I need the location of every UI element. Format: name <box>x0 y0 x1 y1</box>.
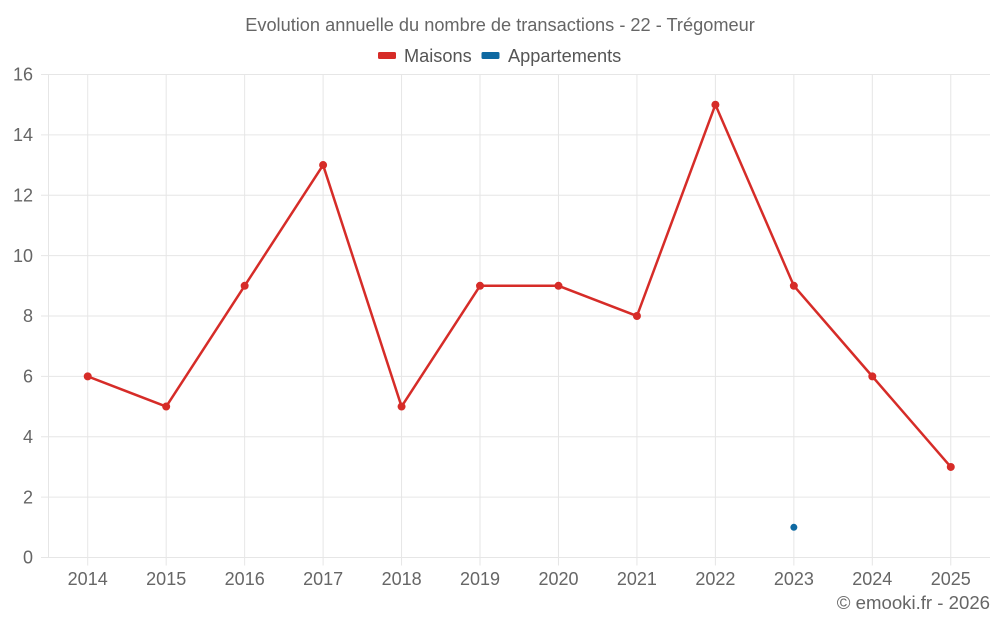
svg-text:2023: 2023 <box>774 569 814 589</box>
svg-text:6: 6 <box>23 367 33 387</box>
svg-text:Appartements: Appartements <box>508 46 621 66</box>
svg-text:2022: 2022 <box>695 569 735 589</box>
svg-text:2014: 2014 <box>68 569 108 589</box>
svg-text:2015: 2015 <box>146 569 186 589</box>
svg-text:8: 8 <box>23 306 33 326</box>
svg-text:Maisons: Maisons <box>404 46 472 66</box>
svg-text:Evolution annuelle du nombre d: Evolution annuelle du nombre de transact… <box>245 15 755 35</box>
svg-text:2016: 2016 <box>225 569 265 589</box>
svg-text:2019: 2019 <box>460 569 500 589</box>
svg-text:2024: 2024 <box>852 569 892 589</box>
svg-text:12: 12 <box>13 186 33 206</box>
svg-text:2018: 2018 <box>382 569 422 589</box>
svg-text:4: 4 <box>23 427 33 447</box>
svg-text:2017: 2017 <box>303 569 343 589</box>
svg-text:14: 14 <box>13 125 33 145</box>
svg-text:16: 16 <box>13 65 33 85</box>
svg-text:2025: 2025 <box>931 569 971 589</box>
svg-text:2021: 2021 <box>617 569 657 589</box>
svg-text:10: 10 <box>13 246 33 266</box>
svg-text:0: 0 <box>23 548 33 568</box>
svg-text:© emooki.fr - 2026: © emooki.fr - 2026 <box>837 592 990 613</box>
svg-text:2020: 2020 <box>538 569 578 589</box>
svg-text:2: 2 <box>23 488 33 508</box>
